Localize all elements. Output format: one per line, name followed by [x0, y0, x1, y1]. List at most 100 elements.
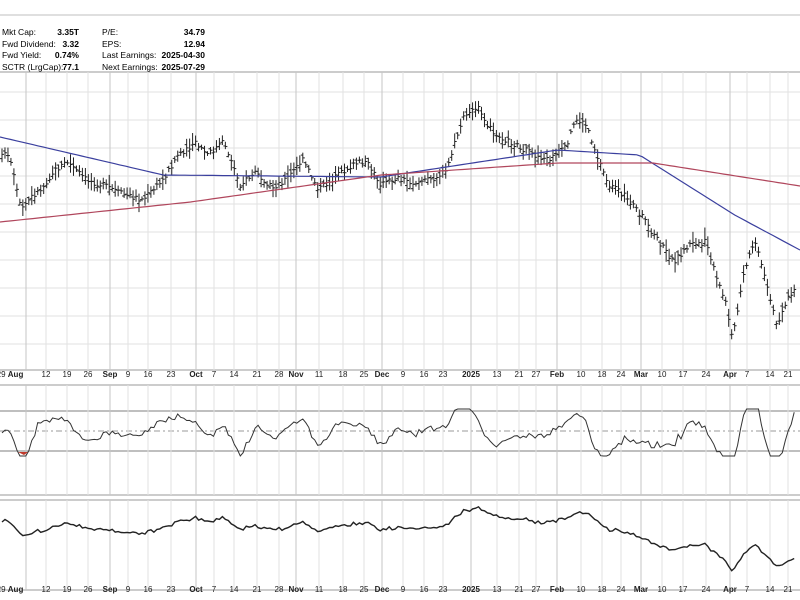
ohlc-bar — [0, 148, 4, 163]
stat-label: Fwd Dividend: — [2, 38, 56, 49]
x-tick-label: 14 — [230, 370, 239, 379]
ohlc-bar — [193, 135, 198, 147]
ohlc-bar — [175, 150, 180, 162]
ohlc-bar — [268, 179, 273, 190]
ohlc-bar — [789, 287, 794, 303]
ohlc-bar — [598, 159, 603, 171]
ohlc-bar — [512, 140, 517, 157]
ohlc-bar — [32, 188, 37, 204]
x-tick-label: 9 — [401, 370, 406, 379]
x-tick-label: 9 — [401, 585, 406, 594]
ohlc-bar — [107, 174, 112, 196]
ohlc-bar — [357, 156, 362, 164]
ohlc-bar — [521, 143, 526, 160]
ohlc-bar — [53, 162, 58, 181]
moving-average-short-line — [0, 136, 800, 251]
ohlc-bar — [38, 184, 43, 197]
ohlc-bar — [416, 177, 421, 190]
ohlc-bar — [729, 329, 734, 340]
x-tick-label: Nov — [288, 585, 304, 594]
ohlc-bar — [110, 184, 115, 192]
x-axis-ticks: 29 Aug 29 Aug 12 12 19 19 26 26 Sep Sep 9 9 16 16 23 23… — [0, 370, 793, 594]
ohlc-bar — [297, 155, 302, 172]
ohlc-bar — [95, 179, 100, 192]
ohlc-bar — [125, 187, 130, 200]
stat-label: Fwd Yield: — [2, 50, 42, 60]
stat-label: Mkt Cap: — [2, 27, 37, 37]
ohlc-bar — [187, 138, 192, 159]
ohlc-bar — [446, 157, 451, 167]
x-tick-label: 28 — [275, 585, 284, 594]
ohlc-bar — [565, 140, 570, 149]
ohlc-bar — [184, 138, 189, 157]
ohlc-bar — [518, 144, 523, 153]
ohlc-bar — [735, 303, 740, 316]
ohlc-bar — [732, 322, 737, 332]
ohlc-bar — [366, 157, 371, 170]
x-tick-label: 16 — [144, 370, 153, 379]
ohlc-bar — [616, 179, 621, 198]
ohlc-bar — [363, 155, 368, 168]
ohlc-bar — [294, 156, 299, 175]
x-tick-label: 10 — [577, 585, 586, 594]
ohlc-bar — [717, 281, 722, 289]
ohlc-bar — [333, 165, 338, 184]
x-tick-label: 14 — [766, 370, 775, 379]
ohlc-bar — [699, 239, 704, 253]
x-tick-label: 7 — [212, 370, 217, 379]
x-tick-label: 9 — [126, 585, 131, 594]
ohlc-bar — [783, 301, 788, 310]
x-tick-label: 24 — [702, 585, 711, 594]
ohlc-bar — [399, 174, 404, 187]
ohlc-bar — [527, 143, 532, 160]
ohlc-bar — [702, 227, 707, 247]
ohlc-bar — [160, 169, 165, 190]
ohlc-bar — [390, 176, 395, 190]
x-tick-label: 24 — [617, 585, 626, 594]
ohlc-bar — [577, 112, 582, 129]
ohlc-bar — [497, 132, 502, 144]
ohlc-bar — [726, 308, 731, 327]
ohlc-bar — [393, 174, 398, 185]
ohlc-bar — [324, 176, 329, 192]
oversold-marker — [18, 452, 28, 455]
ohlc-bar — [17, 198, 22, 206]
ohlc-bar — [273, 180, 278, 198]
ohlc-bar — [259, 170, 264, 188]
ohlc-bar — [71, 157, 76, 176]
ohlc-bar — [690, 231, 695, 253]
ohlc-bar — [491, 122, 496, 143]
x-tick-label: 14 — [766, 585, 775, 594]
ohlc-bar — [759, 259, 764, 269]
ohlc-bars — [0, 100, 797, 340]
ohlc-bar — [637, 209, 642, 225]
x-tick-label: Mar — [634, 585, 648, 594]
ohlc-bar — [708, 252, 713, 265]
x-tick-label: 21 — [784, 370, 793, 379]
ohlc-bar — [559, 140, 564, 157]
ohlc-bar — [50, 165, 55, 180]
ohlc-bar — [113, 180, 118, 197]
x-tick-label: 21 — [515, 370, 524, 379]
stat-value: 12.94 — [183, 38, 205, 49]
moving-average-long-line — [0, 162, 800, 223]
ohlc-bar — [482, 112, 487, 128]
x-tick-label: Oct — [189, 370, 203, 379]
x-tick-label: 17 — [679, 370, 688, 379]
stat-value: 2025-07-29 — [161, 61, 205, 72]
ohlc-bar — [14, 183, 19, 197]
stat-label: EPS: — [102, 38, 122, 49]
ohlc-bar — [643, 216, 648, 226]
ohlc-bar — [777, 312, 782, 325]
ohlc-bar — [604, 173, 609, 188]
ohlc-bar — [786, 289, 791, 301]
ohlc-bar — [181, 149, 186, 158]
ohlc-bar — [768, 294, 773, 305]
x-tick-label: 29 Aug — [0, 585, 23, 594]
ohlc-bar — [68, 154, 73, 173]
ohlc-bar — [354, 157, 359, 170]
x-tick-label: 29 Aug — [0, 370, 23, 379]
ohlc-bar — [276, 175, 281, 189]
ohlc-bar — [59, 160, 64, 170]
x-tick-label: 21 — [784, 585, 793, 594]
